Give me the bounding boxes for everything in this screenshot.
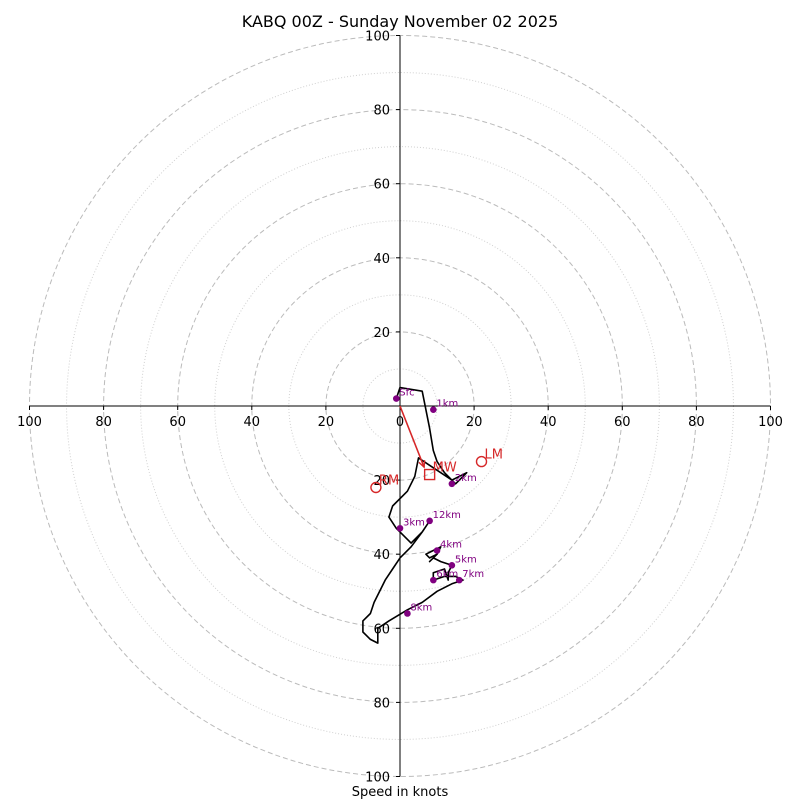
mean-wind-marker (423, 468, 436, 481)
y-tick-label: 80 (373, 104, 390, 119)
height-marker-label: 1km (436, 399, 458, 410)
x-tick-label: 20 (466, 415, 483, 430)
y-tick-label: 60 (373, 178, 390, 193)
y-tick-label: 20 (373, 474, 390, 489)
x-tick-label: 0 (396, 415, 404, 430)
y-tick-label: 100 (365, 30, 390, 45)
x-tick-label: 40 (244, 415, 261, 430)
height-marker (448, 480, 456, 488)
height-marker (392, 395, 400, 402)
height-marker-label: 2km (455, 473, 477, 484)
height-marker-label: 8km (410, 602, 432, 613)
storm-motion-markers-group: LM RM MW (370, 448, 503, 494)
height-marker-label: 12km (433, 510, 461, 521)
storm-motion-label: RM (379, 474, 399, 489)
axes: 100 80 60 40 20 0 20 40 60 80 100 100 80 60 40 20 20 40 60… (17, 30, 783, 786)
storm-motion-marker (475, 455, 488, 468)
mean-wind-vector-group (399, 405, 426, 469)
height-markers-group: Sfc 1km 2km 3km 4km 5km 6km 7km 8km 12km (392, 388, 484, 617)
height-marker (448, 562, 456, 569)
x-tick-label: 40 (540, 415, 557, 430)
height-marker (404, 610, 411, 617)
height-marker (433, 547, 441, 554)
height-marker-label: 4km (440, 539, 462, 550)
x-tick-label: 100 (17, 415, 42, 430)
height-marker-label: 7km (462, 569, 484, 580)
x-tick-label: 20 (318, 415, 335, 430)
storm-motion-marker (370, 481, 382, 494)
x-axis-label: Speed in knots (352, 785, 449, 800)
height-marker (396, 524, 404, 532)
x-tick-label: 100 (758, 415, 783, 430)
mean-wind-arrowhead (418, 460, 426, 469)
height-marker (426, 517, 433, 525)
y-tick-label: 80 (373, 696, 390, 711)
height-marker-label: 6km (436, 569, 458, 580)
y-tick-label: 40 (373, 252, 390, 267)
storm-motion-label: LM (485, 448, 503, 463)
storm-motion-label: MW (433, 461, 457, 476)
height-marker-label: 3km (403, 517, 425, 528)
y-tick-label: 40 (373, 548, 390, 563)
x-tick-label: 80 (688, 415, 705, 430)
y-tick-label: 60 (373, 622, 390, 637)
x-tick-label: 60 (169, 415, 186, 430)
y-tick-label: 100 (365, 771, 390, 786)
height-marker (430, 576, 437, 584)
mean-wind-vector (399, 405, 425, 468)
height-marker (430, 406, 437, 414)
chart-title: KABQ 00Z - Sunday November 02 2025 (242, 12, 559, 31)
height-marker (455, 576, 463, 584)
x-tick-label: 80 (95, 415, 112, 430)
y-tick-label: 20 (373, 326, 390, 341)
height-marker-label: Sfc (399, 388, 414, 399)
x-tick-label: 60 (614, 415, 631, 430)
height-marker-label: 5km (455, 554, 477, 565)
